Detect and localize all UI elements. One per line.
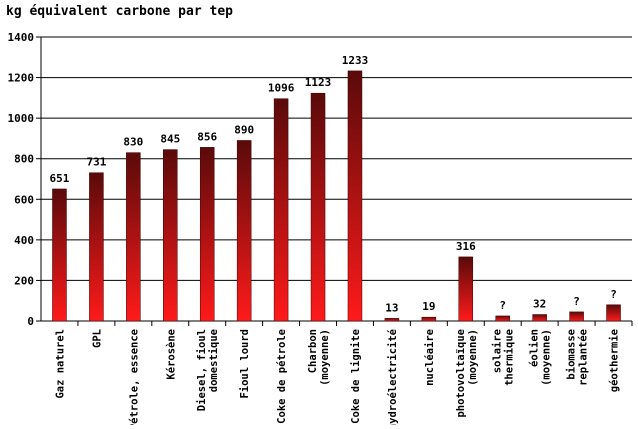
data-label: 845 <box>160 133 180 146</box>
x-tick-label: solairethermique <box>492 329 516 386</box>
x-tick-label: nucléaire <box>424 329 436 386</box>
bar <box>273 98 289 322</box>
x-tick-label: Gaz naturel <box>54 329 66 399</box>
data-label: 1123 <box>305 76 332 89</box>
y-tick-label: 1200 <box>8 72 35 85</box>
data-label: 316 <box>456 240 476 253</box>
x-tick-label: Coke de lignite <box>350 329 362 424</box>
x-tick-label: Coke de pétrole <box>276 329 288 424</box>
data-label: 856 <box>197 130 217 143</box>
x-tick-label: Fioul lourd <box>239 329 251 399</box>
bar <box>569 311 584 322</box>
data-label: ? <box>573 295 580 308</box>
chart-title: kg équivalent carbone par tep <box>6 4 233 19</box>
bar <box>163 149 178 322</box>
y-tick-label: 1400 <box>8 31 35 44</box>
data-label: 13 <box>385 301 398 314</box>
x-tick-label: Pétrole, essence <box>128 329 140 425</box>
bar <box>310 92 326 322</box>
bar <box>126 152 141 322</box>
x-tick-label: géothermie <box>609 329 621 392</box>
bar <box>52 188 67 322</box>
x-tick-label: hydroélectricité <box>387 329 399 425</box>
x-tick-label: Diesel, fiouldomestique <box>196 329 220 411</box>
data-label: 651 <box>50 172 70 185</box>
data-label: 731 <box>86 156 106 169</box>
bar <box>495 315 510 322</box>
y-tick-label: 200 <box>14 274 34 287</box>
x-tick-label: photovoltaïque(moyenne) <box>455 329 479 418</box>
x-tick-label: Kérosène <box>165 329 177 380</box>
x-tick-label: GPL <box>91 329 103 348</box>
bar <box>236 140 252 322</box>
bar <box>347 70 363 322</box>
bar <box>606 304 621 322</box>
bar <box>458 256 474 322</box>
y-tick-label: 400 <box>14 234 34 247</box>
data-label: ? <box>499 299 506 312</box>
y-tick-label: 0 <box>27 315 34 328</box>
bar <box>384 318 400 322</box>
data-label: 1096 <box>268 82 295 95</box>
data-label: ? <box>610 288 617 301</box>
x-tick-label: éolien(moyenne) <box>529 329 553 386</box>
x-tick-label: biomassereplantée <box>566 329 590 386</box>
x-tick-label: Charbon(moyenne) <box>307 329 331 386</box>
data-label: 830 <box>123 136 143 149</box>
y-tick-label: 1000 <box>8 112 35 125</box>
data-label: 1233 <box>342 54 369 67</box>
data-label: 19 <box>422 300 435 313</box>
data-label: 32 <box>533 298 546 311</box>
y-tick-label: 800 <box>14 153 34 166</box>
bar <box>199 147 215 322</box>
data-label: 890 <box>234 123 254 136</box>
bar <box>532 314 547 322</box>
bar <box>421 316 437 322</box>
bar <box>89 172 104 322</box>
y-tick-label: 600 <box>14 193 34 206</box>
